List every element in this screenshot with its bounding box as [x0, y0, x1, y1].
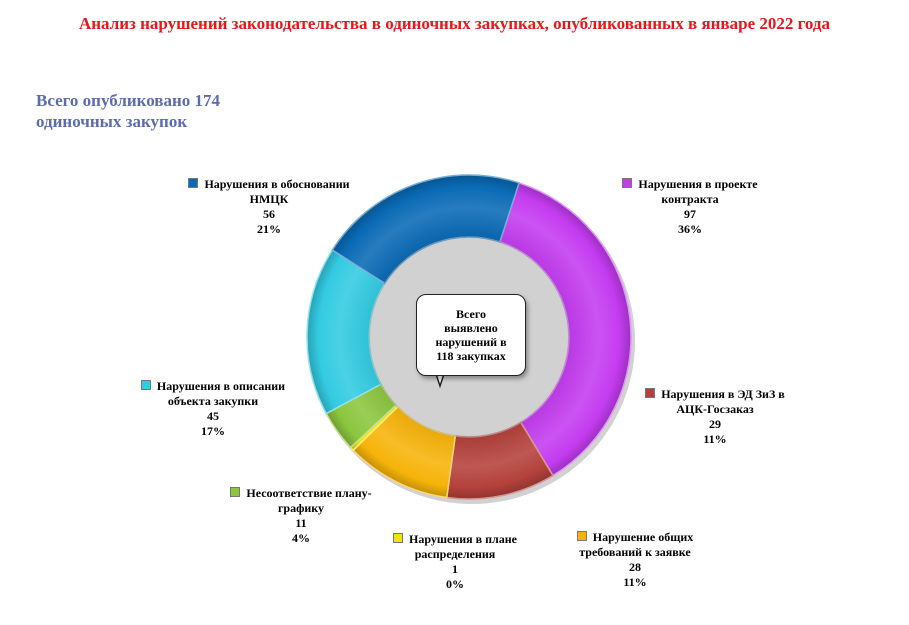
- slice-value-label: 11: [295, 516, 307, 530]
- slice-label-line: Несоответствие плану-: [246, 486, 372, 500]
- slice-label-6: Нарушения в описании объекта закупки 45 17%: [98, 379, 328, 439]
- donut-inner-rim: [368, 236, 570, 438]
- legend-swatch: [576, 531, 587, 541]
- slice-percent-label: 36%: [678, 222, 702, 236]
- legend-swatch: [645, 388, 656, 398]
- slice-percent-label: 21%: [257, 222, 281, 236]
- legend-swatch: [393, 533, 403, 543]
- slice-label-line: контракта: [661, 192, 719, 206]
- slice-label-line: требований к заявке: [579, 545, 691, 559]
- legend-swatch: [140, 380, 151, 390]
- slice-label-3: Нарушение общих требований к заявке 28 11%: [520, 530, 750, 590]
- slice-label-1: Нарушения в проекте контракта 97 36%: [575, 177, 805, 237]
- slice-label-line: Нарушения в описании: [156, 379, 286, 393]
- slice-label-line: Нарушения в обосновании: [204, 177, 350, 191]
- slice-percent-label: 4%: [292, 531, 310, 545]
- slice-percent-label: 11%: [623, 575, 647, 589]
- slice-value-label: 28: [629, 560, 641, 574]
- center-callout: Всего выявлено нарушений в 118 закупках: [416, 294, 526, 376]
- legend-swatch: [188, 178, 199, 188]
- slice-label-line: распределения: [414, 547, 496, 561]
- slice-label-line: Нарушения в ЭД ЗиЗ в: [661, 387, 785, 401]
- center-text-line-2: выявлено: [444, 321, 498, 335]
- center-text-line-3: нарушений в: [435, 335, 507, 349]
- legend-swatch: [622, 178, 633, 188]
- slice-label-line: Нарушения в проекте: [638, 177, 758, 191]
- legend-swatch: [230, 487, 241, 497]
- slice-label-2: Нарушения в ЭД ЗиЗ в АЦК-Госзаказ 29 11%: [600, 387, 830, 447]
- slice-label-5: Несоответствие плану-графику 11 4%: [186, 486, 416, 546]
- slice-value-label: 1: [452, 562, 458, 576]
- slice-label-4: Нарушения в плане распределения 1 0%: [340, 532, 570, 592]
- center-text-line-1: Всего: [456, 307, 486, 321]
- slice-value-label: 29: [709, 417, 721, 431]
- slice-7: [331, 174, 521, 285]
- slice-value-label: 97: [684, 207, 696, 221]
- slice-value-label: 45: [207, 409, 219, 423]
- slice-label-line: АЦК-Госзаказ: [676, 402, 754, 416]
- center-text-line-4: 118 закупках: [436, 349, 506, 363]
- slice-1: [498, 181, 632, 477]
- slice-percent-label: 0%: [446, 577, 464, 591]
- slice-percent-label: 17%: [201, 424, 225, 438]
- slice-value-label: 56: [263, 207, 275, 221]
- slice-label-line: НМЦК: [249, 192, 289, 206]
- slice-label-line: Нарушения в плане: [409, 532, 517, 546]
- slice-label-line: графику: [277, 501, 325, 515]
- slice-label-line: Нарушение общих: [592, 530, 694, 544]
- slice-label-7: Нарушения в обосновании НМЦК 56 21%: [154, 177, 384, 237]
- subtitle-line-2: одиночных закупок: [36, 112, 188, 131]
- chart-title: Анализ нарушений законодательства в один…: [78, 14, 831, 33]
- chart-subtitle: Всего опубликовано 174 одиночных закупок: [36, 90, 296, 132]
- slice-label-line: объекта закупки: [167, 394, 259, 408]
- subtitle-line-1: Всего опубликовано 174: [36, 91, 221, 110]
- slice-percent-label: 11%: [703, 432, 727, 446]
